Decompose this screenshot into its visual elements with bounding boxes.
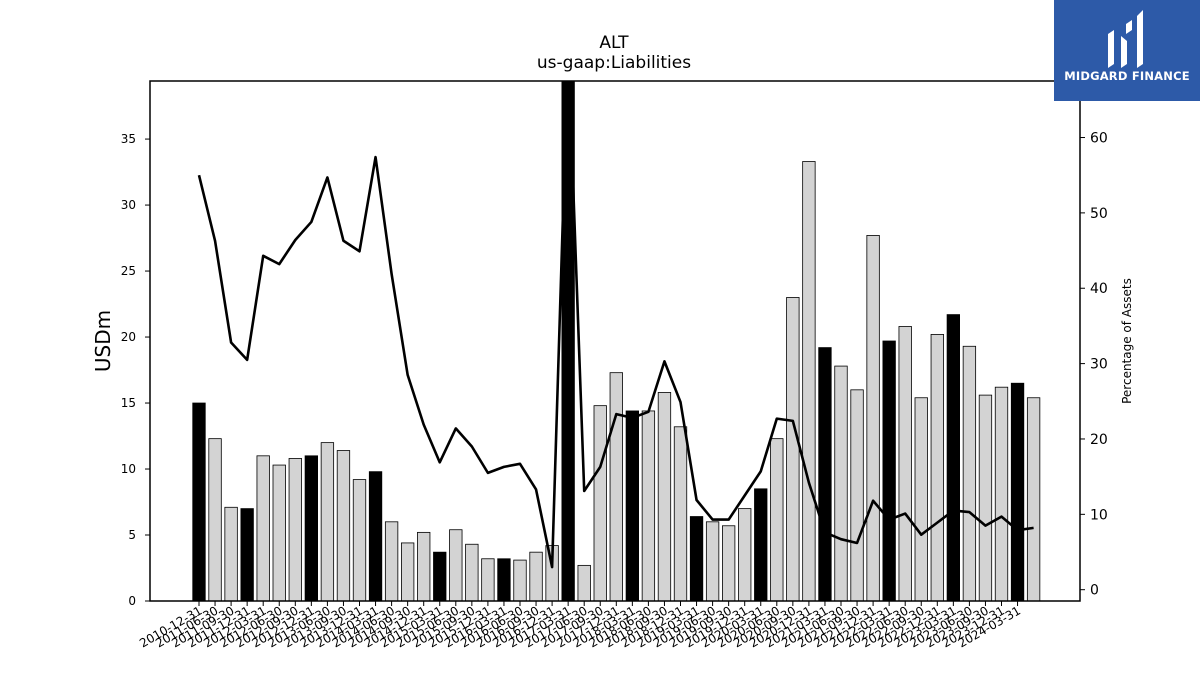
- bar: [400, 542, 415, 602]
- bar: [497, 558, 511, 602]
- bar: [609, 372, 623, 602]
- bar: [336, 450, 351, 602]
- bar: [529, 551, 543, 602]
- y-tick-label: 25: [121, 264, 136, 278]
- bar: [962, 345, 977, 602]
- x-axis: 2010-12-312011-06-302011-09-302011-12-31…: [137, 601, 1023, 650]
- bar: [320, 442, 335, 602]
- bar: [224, 506, 238, 602]
- bar: [433, 551, 447, 602]
- bar: [208, 438, 222, 602]
- y-tick-label: 20: [121, 330, 136, 344]
- y-axis-left: 0 5 10 15 20 25 30 35: [121, 132, 150, 608]
- y2-tick-label: 20: [1090, 432, 1108, 448]
- y-axis-label: USDm: [91, 310, 115, 372]
- y2-tick-label: 0: [1090, 583, 1099, 599]
- bar: [946, 314, 960, 602]
- bar: [192, 402, 206, 602]
- bar: [513, 559, 527, 602]
- bar: [641, 410, 656, 602]
- y2-tick-label: 10: [1090, 507, 1108, 523]
- bar: [834, 365, 848, 602]
- y-tick-label: 30: [121, 198, 136, 212]
- bar: [786, 297, 800, 602]
- y-tick-label: 35: [121, 132, 136, 146]
- y2-axis-label: Percentage of Assets: [1120, 278, 1134, 404]
- bar: [850, 389, 864, 602]
- chart-title: ALT: [599, 33, 629, 53]
- bar: [240, 508, 254, 602]
- bar: [914, 397, 928, 602]
- bar: [657, 392, 672, 602]
- plot-frame: [149, 80, 1081, 602]
- y2-tick-label: 40: [1090, 281, 1108, 297]
- y-tick-label: 0: [128, 594, 136, 608]
- bar: [978, 394, 993, 602]
- bar: [288, 458, 302, 602]
- bar: [754, 488, 768, 602]
- bar: [673, 426, 688, 602]
- bar: [465, 543, 479, 602]
- bar: [802, 161, 816, 602]
- bar: [818, 347, 832, 602]
- bar: [384, 521, 399, 602]
- bar: [481, 558, 495, 602]
- bar: [352, 479, 367, 602]
- bar: [722, 525, 736, 602]
- y2-tick-label: 50: [1090, 206, 1108, 222]
- y2-tick-label: 30: [1090, 357, 1108, 373]
- bar: [368, 471, 383, 602]
- bar: [577, 564, 591, 602]
- y-tick-label: 5: [128, 528, 136, 542]
- logo-text: MIDGARD FINANCE: [1064, 69, 1190, 83]
- chart-subtitle: us-gaap:Liabilities: [537, 53, 691, 73]
- bar: [738, 508, 752, 602]
- bar: [272, 464, 286, 602]
- percentage-line-layer: [197, 81, 1034, 569]
- bar: [256, 455, 270, 602]
- bar: [770, 438, 784, 602]
- bar: [994, 386, 1009, 602]
- bar: [898, 326, 912, 602]
- bar: [882, 340, 896, 602]
- y-tick-label: 15: [121, 396, 136, 410]
- bar: [1026, 397, 1041, 602]
- bar: [417, 531, 431, 602]
- percentage-line: [197, 81, 1034, 569]
- midgard-logo-mark-icon: [1108, 10, 1143, 68]
- y2-tick-label: 60: [1090, 131, 1108, 147]
- y-tick-label: 10: [121, 462, 136, 476]
- bar: [930, 333, 944, 602]
- bar: [689, 516, 704, 602]
- bar: [866, 235, 880, 602]
- y-axis-right: 0 10 20 30 40 50 60: [1080, 131, 1108, 599]
- bar: [1010, 382, 1025, 602]
- bar: [449, 529, 463, 602]
- bar: [593, 405, 607, 602]
- bar: [705, 521, 720, 602]
- midgard-finance-logo: MIDGARD FINANCE: [1054, 0, 1200, 101]
- bar: [304, 455, 319, 602]
- bar: [625, 410, 639, 602]
